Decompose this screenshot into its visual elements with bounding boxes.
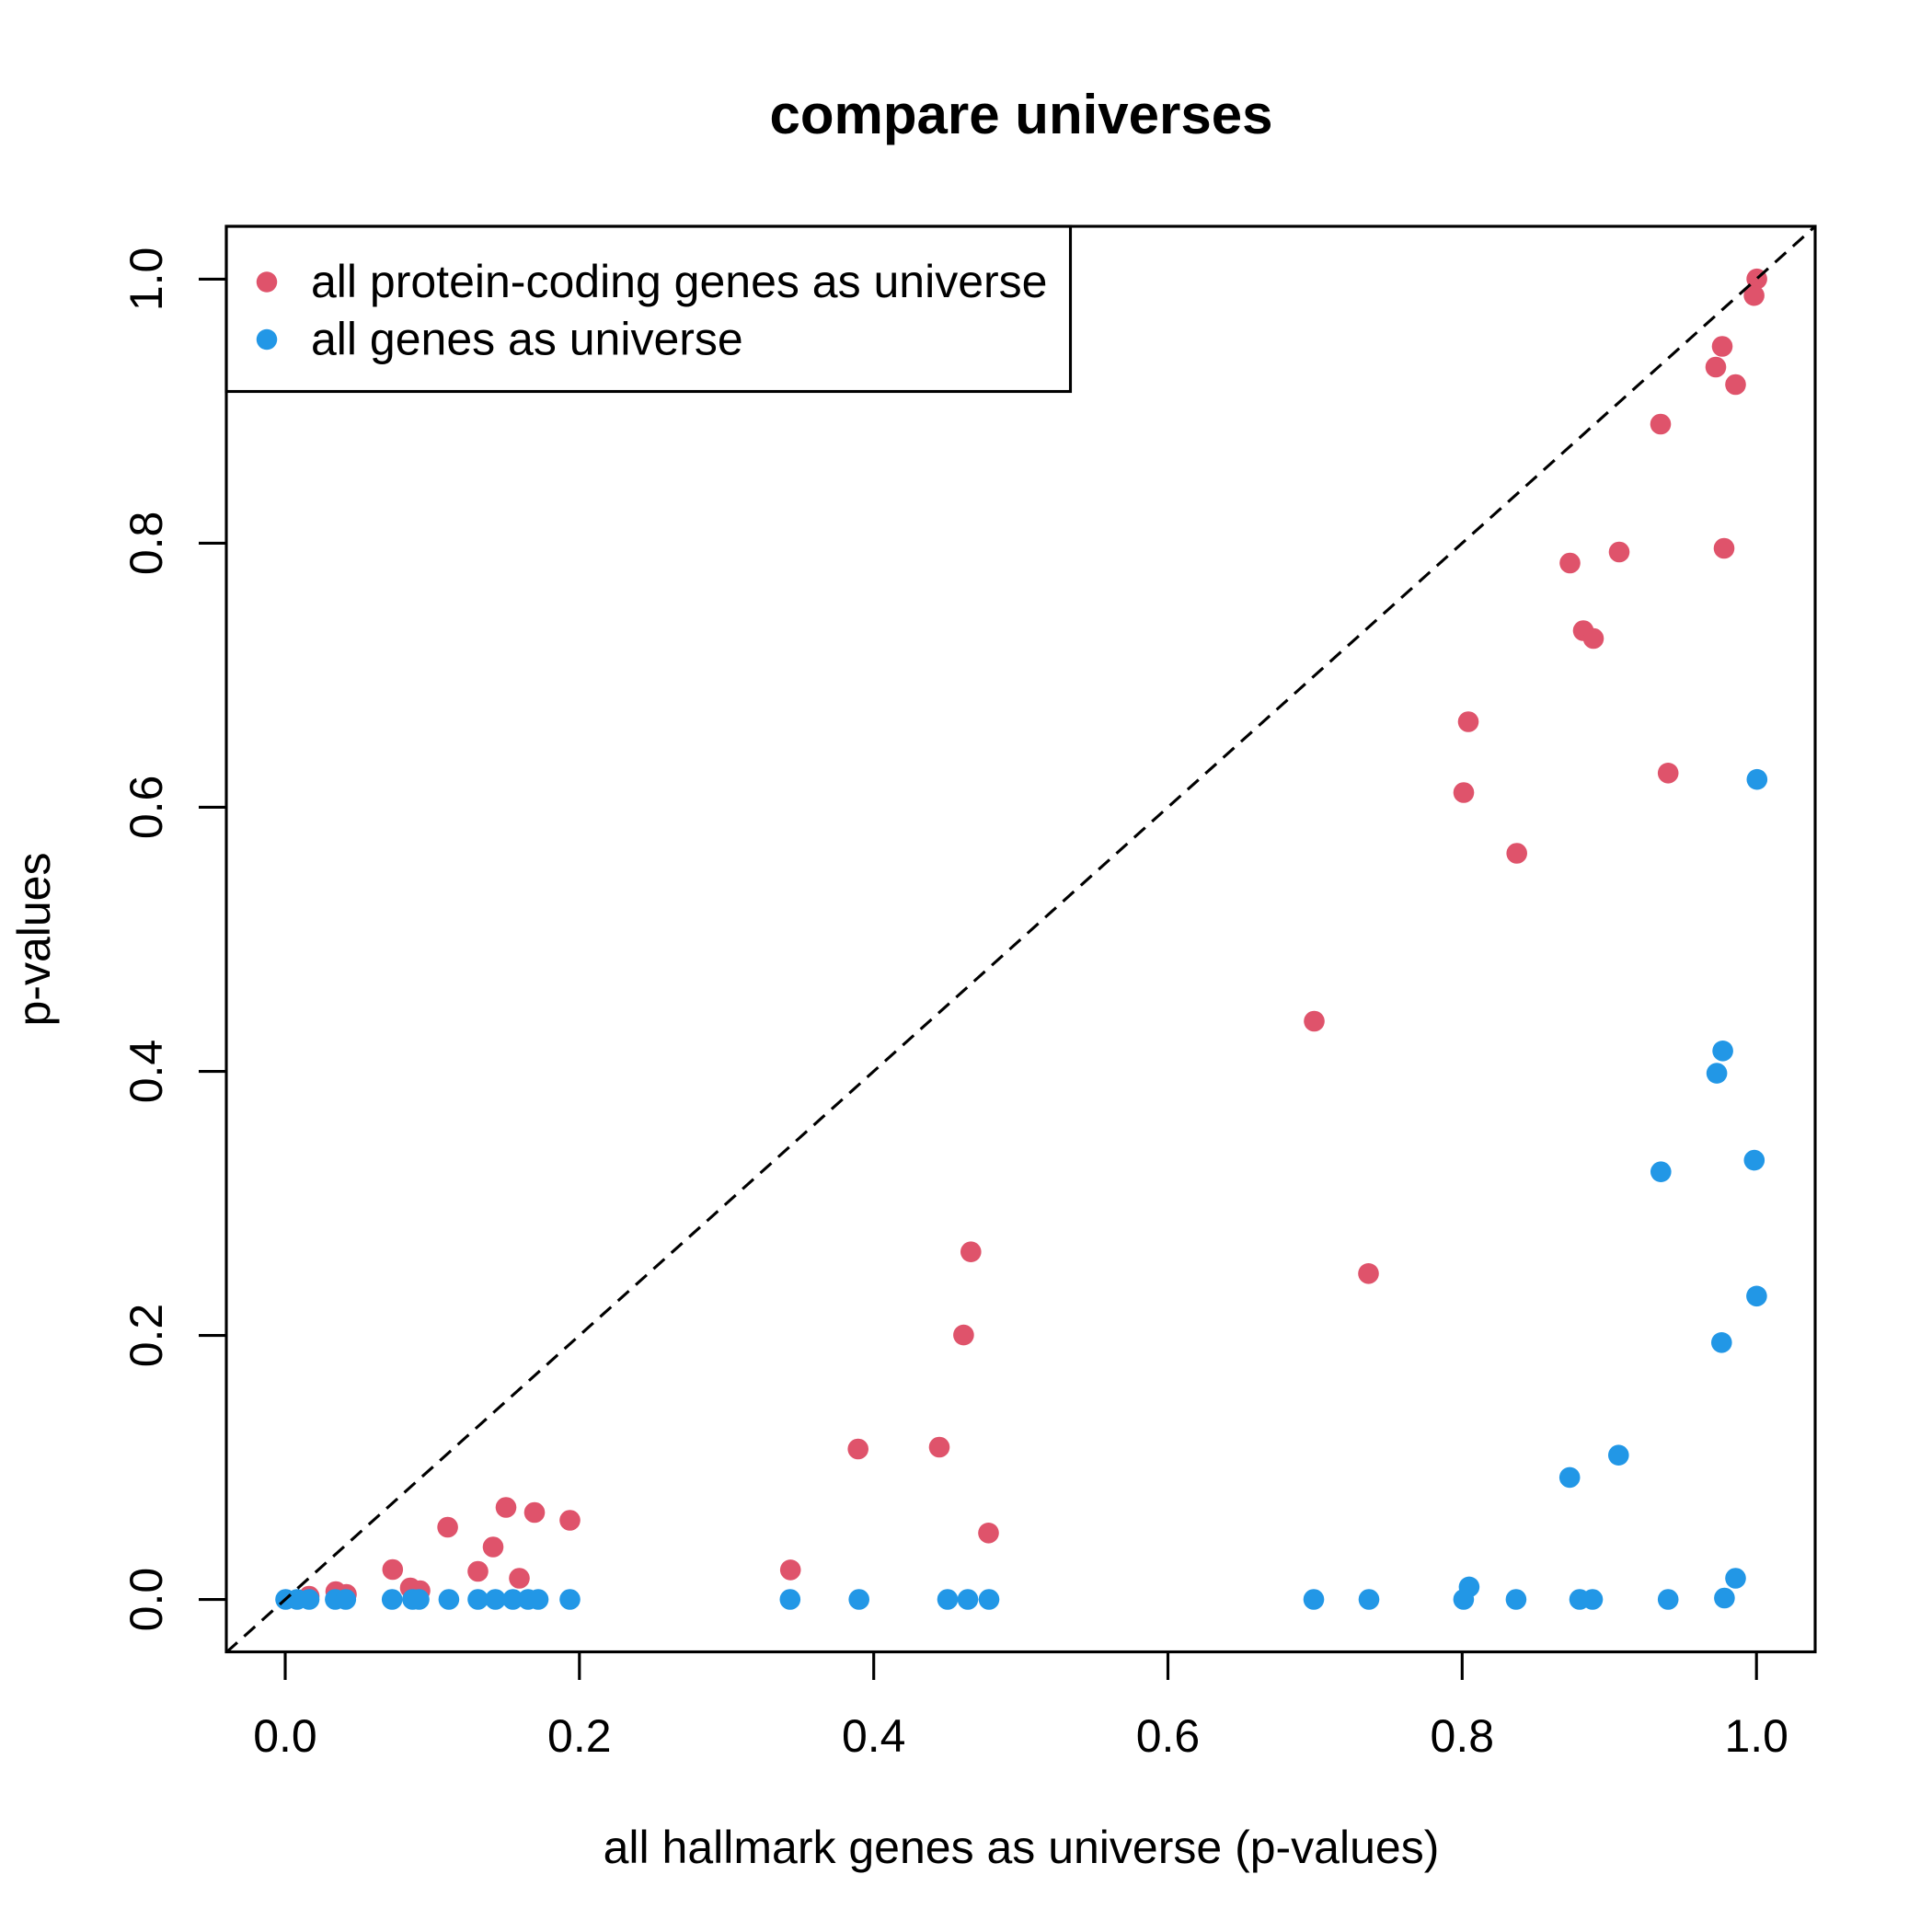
- svg-text:0.4: 0.4: [121, 1040, 172, 1104]
- svg-text:1.0: 1.0: [121, 247, 172, 312]
- svg-text:0.6: 0.6: [121, 776, 172, 840]
- svg-text:all protein-coding genes as un: all protein-coding genes as universe: [311, 256, 1048, 307]
- svg-text:0.8: 0.8: [1431, 1710, 1495, 1762]
- svg-text:0.2: 0.2: [121, 1304, 172, 1368]
- svg-text:all hallmark genes as universe: all hallmark genes as universe (p-values…: [604, 1822, 1440, 1873]
- svg-text:0.2: 0.2: [547, 1710, 612, 1762]
- svg-text:0.8: 0.8: [121, 512, 172, 576]
- svg-text:all genes as universe: all genes as universe: [311, 314, 743, 365]
- svg-text:0.6: 0.6: [1136, 1710, 1201, 1762]
- svg-text:0.0: 0.0: [253, 1710, 317, 1762]
- svg-text:0.4: 0.4: [842, 1710, 906, 1762]
- svg-text:compare universes: compare universes: [770, 84, 1273, 145]
- svg-text:p-values: p-values: [8, 853, 60, 1027]
- svg-text:1.0: 1.0: [1724, 1710, 1788, 1762]
- svg-text:0.0: 0.0: [121, 1568, 172, 1632]
